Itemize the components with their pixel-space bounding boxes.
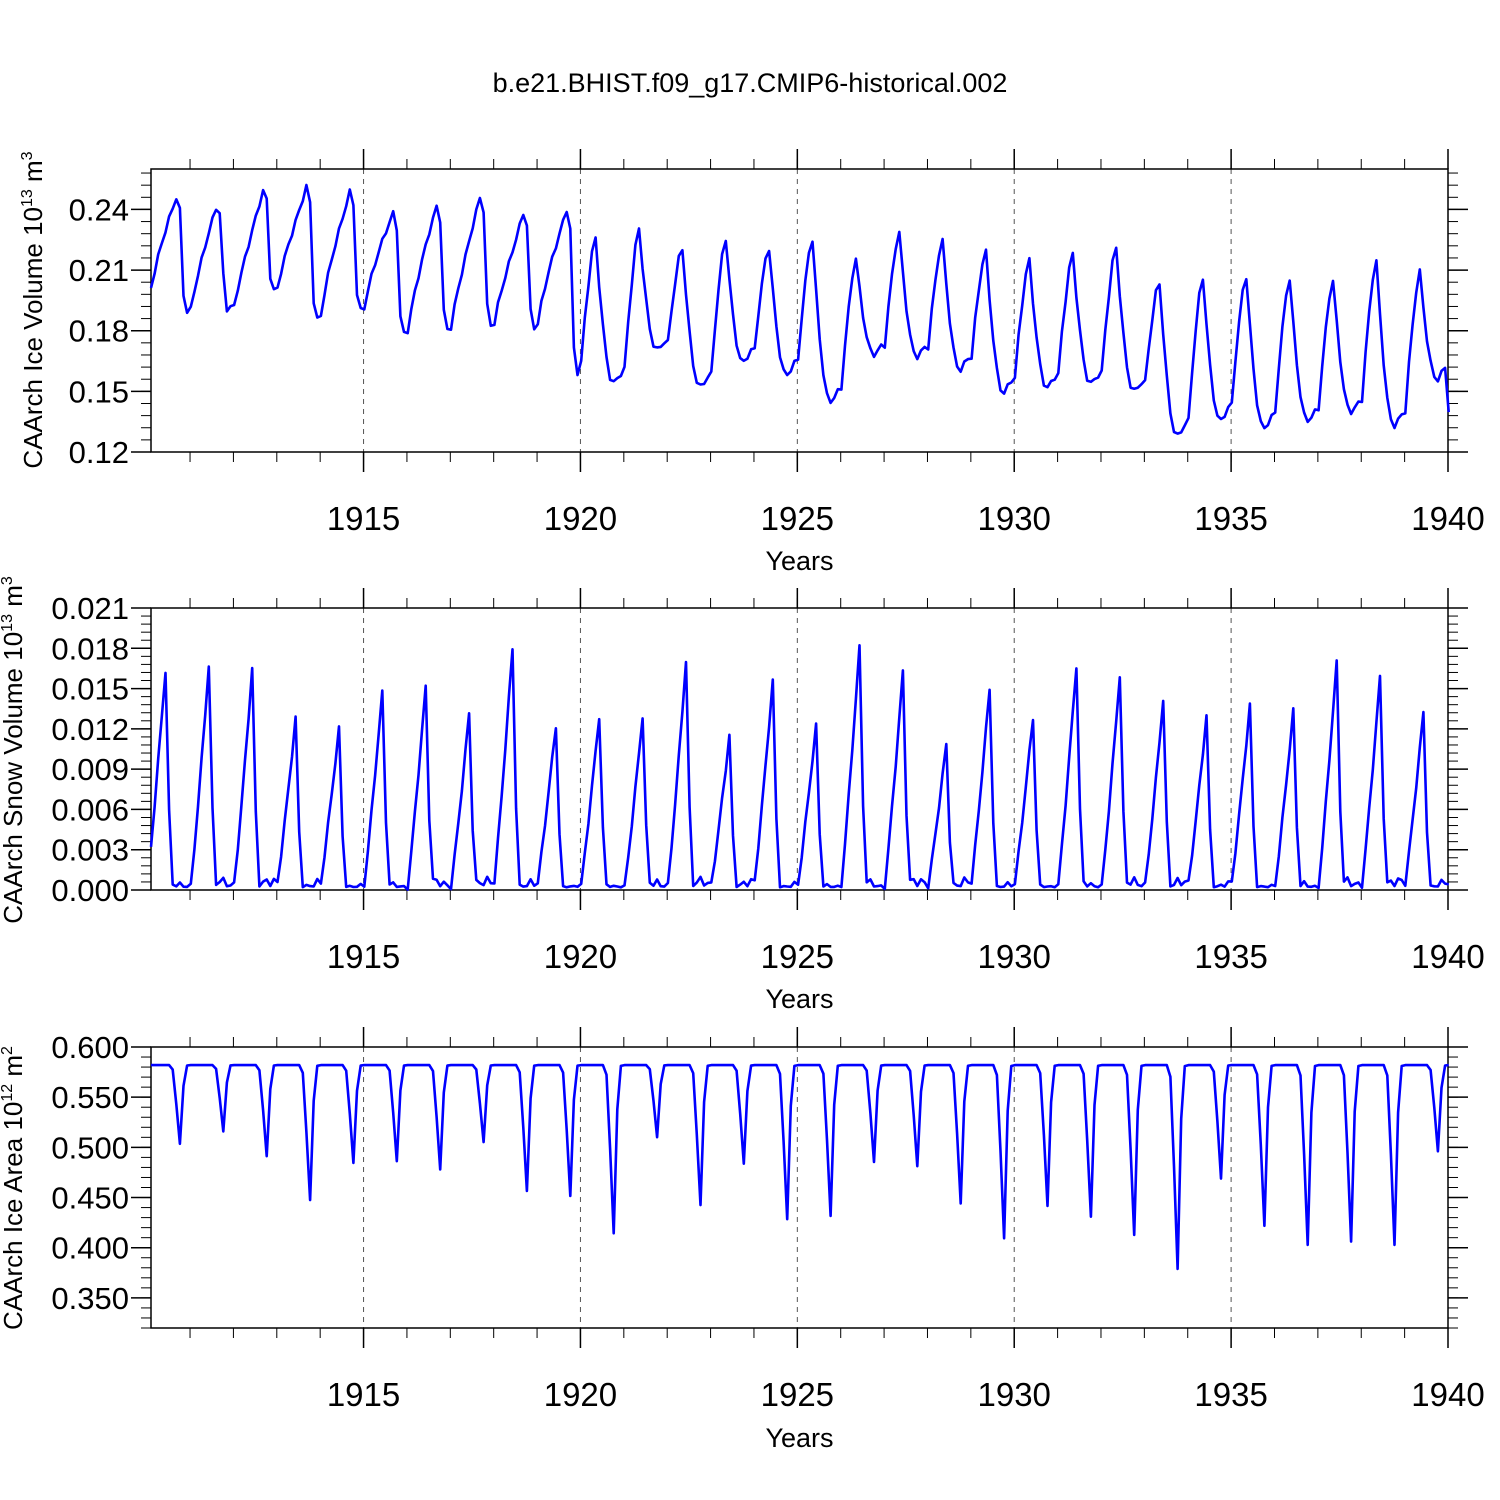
y-axis-label-part: 3: [0, 576, 16, 585]
x-axis-label: Years: [765, 546, 833, 576]
x-tick-label: 1930: [978, 938, 1051, 975]
y-axis-label-part: m: [0, 585, 28, 614]
figure-title: b.e21.BHIST.f09_g17.CMIP6-historical.002: [492, 68, 1008, 98]
x-tick-label: 1920: [544, 500, 617, 537]
y-tick-label: 0.003: [51, 833, 129, 868]
y-axis-label-part: m: [0, 1055, 28, 1084]
y-axis-label-part: 2: [0, 1046, 16, 1055]
y-axis-label-part: CAArch Ice Volume 10: [18, 207, 48, 469]
x-tick-label: 1940: [1411, 1376, 1484, 1413]
x-tick-label: 1925: [761, 500, 834, 537]
x-tick-label: 1920: [544, 938, 617, 975]
x-tick-label: 1920: [544, 1376, 617, 1413]
series-line-ice-volume: [149, 183, 1450, 435]
y-tick-label: 0.500: [51, 1130, 129, 1165]
y-tick-label: 0.350: [51, 1281, 129, 1316]
y-axis-label-part: m: [18, 160, 48, 189]
series-line-ice-area: [151, 1063, 1449, 1271]
y-tick-label: 0.21: [69, 253, 129, 288]
x-tick-label: 1915: [327, 1376, 400, 1413]
y-axis-label: CAArch Ice Area 1012 m2: [0, 1046, 28, 1330]
x-tick-label: 1935: [1194, 938, 1267, 975]
y-axis-label-part: CAArch Ice Area 10: [0, 1102, 28, 1330]
y-tick-label: 0.015: [51, 672, 129, 707]
y-tick-label: 0.450: [51, 1181, 129, 1216]
x-tick-label: 1940: [1411, 938, 1484, 975]
plot-frame: [150, 1046, 1449, 1329]
y-tick-label: 0.400: [51, 1231, 129, 1266]
x-tick-label: 1940: [1411, 500, 1484, 537]
y-axis-label-part: CAArch Snow Volume 10: [0, 632, 28, 924]
plot-frame: [150, 168, 1449, 453]
chart-panel-1: 1915 1920 1925 1930 1935 1940 0.12 0.15 0.18 0.21…: [18, 149, 1485, 576]
y-axis-label-part: 13: [0, 614, 16, 632]
y-tick-label: 0.550: [51, 1080, 129, 1115]
x-tick-label: 1925: [761, 938, 834, 975]
y-axis-label-part: 12: [0, 1084, 16, 1102]
chart-panel-3: 1915 1920 1925 1930 1935 1940 0.350 0.400 0.450 0…: [0, 1027, 1485, 1453]
y-axis-label: CAArch Snow Volume 1013 m3: [0, 576, 28, 924]
x-axis-label: Years: [765, 1423, 833, 1453]
y-tick-label: 0.018: [51, 631, 129, 666]
x-tick-label: 1935: [1194, 500, 1267, 537]
x-tick-label: 1915: [327, 938, 400, 975]
x-tick-label: 1930: [978, 1376, 1051, 1413]
chart-panel-2: 1915 1920 1925 1930 1935 1940 0.000 0.003 0.006 0…: [0, 576, 1485, 1014]
y-tick-label: 0.006: [51, 792, 129, 827]
y-tick-label: 0.009: [51, 752, 129, 787]
y-tick-label: 0.15: [69, 374, 129, 409]
y-tick-label: 0.600: [51, 1030, 129, 1065]
series-line-snow-volume: [149, 644, 1449, 891]
y-tick-label: 0.021: [51, 591, 129, 626]
x-axis-label: Years: [765, 984, 833, 1014]
x-tick-label: 1935: [1194, 1376, 1267, 1413]
x-tick-label: 1930: [978, 500, 1051, 537]
x-tick-label: 1925: [761, 1376, 834, 1413]
y-tick-label: 0.12: [69, 435, 129, 470]
y-tick-label: 0.24: [69, 192, 129, 227]
y-axis-label-part: 3: [19, 151, 36, 160]
y-axis-label-part: 13: [19, 189, 36, 207]
x-tick-label: 1915: [327, 500, 400, 537]
y-tick-label: 0.000: [51, 873, 129, 908]
plot-frame: [150, 607, 1449, 891]
y-axis-label: CAArch Ice Volume 1013 m3: [18, 151, 48, 468]
y-tick-label: 0.012: [51, 712, 129, 747]
y-tick-label: 0.18: [69, 314, 129, 349]
